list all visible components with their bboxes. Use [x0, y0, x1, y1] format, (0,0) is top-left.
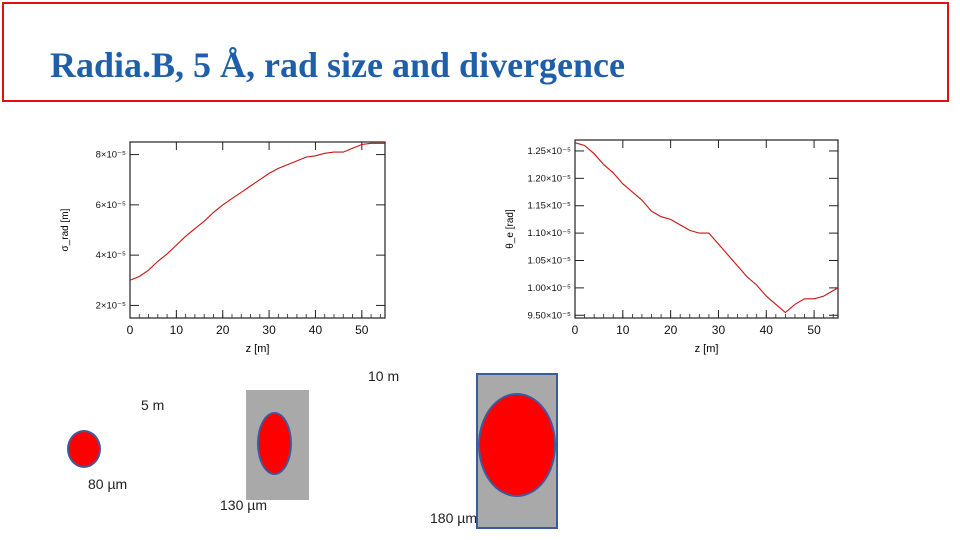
divergence-ytick-label: 1.00×10⁻⁵: [527, 283, 571, 294]
title-box: [2, 2, 949, 102]
label-80um: 80 µm: [88, 476, 128, 492]
divergence-ytick-label: 1.10×10⁻⁵: [527, 228, 571, 239]
divergence-ytick-label: 1.25×10⁻⁵: [527, 146, 571, 157]
rad-size-ytick-label: 2×10⁻⁵: [96, 300, 126, 311]
rad-size-ytick-label: 6×10⁻⁵: [96, 200, 126, 211]
rad-size-xtick-label: 50: [355, 323, 369, 337]
rad-size-xtick-label: 20: [216, 323, 230, 337]
box-180um: [476, 373, 558, 529]
label-5m: 5 m: [141, 397, 165, 413]
spot-80um: [67, 430, 101, 468]
divergence-ytick-label: 1.05×10⁻⁵: [527, 255, 571, 266]
divergence-chart: 0 10 20 30 40 50 9.50×10⁻⁵ 1.00×10⁻⁵ 1.05×10⁻⁵ 1.…: [505, 139, 839, 355]
divergence-ytick-label: 1.15×10⁻⁵: [527, 201, 571, 212]
rad-size-ytick-label: 8×10⁻⁵: [96, 150, 126, 161]
divergence-xtick-label: 50: [807, 323, 821, 337]
spot-130um: [257, 412, 292, 475]
divergence-ytick-label: 1.20×10⁻⁵: [527, 173, 571, 184]
label-130um: 130 µm: [220, 497, 267, 513]
divergence-xtick-label: 40: [760, 323, 774, 337]
rad-size-xtick-label: 40: [309, 323, 323, 337]
divergence-ticks: 0 10 20 30 40 50 9.50×10⁻⁵ 1.00×10⁻⁵ 1.05×10⁻⁵ 1.…: [527, 140, 838, 337]
rad-size-frame: [129, 141, 386, 319]
divergence-x-label: z [m]: [695, 343, 719, 355]
divergence-series-line: [574, 142, 839, 314]
rad-size-chart: 0 10 20 30 40 50 2×10⁻⁵ 4×10⁻⁵ 6×10⁻⁵ 8×10⁻⁵ z [m…: [60, 141, 386, 355]
divergence-xtick-label: 10: [616, 323, 630, 337]
rad-size-x-label: z [m]: [246, 343, 270, 355]
divergence-ytick-label: 9.50×10⁻⁵: [527, 310, 571, 321]
divergence-y-label: θ_e [rad]: [505, 209, 516, 249]
rad-size-xtick-label: 10: [170, 323, 184, 337]
divergence-xtick-label: 0: [572, 323, 579, 337]
spot-180um: [478, 393, 556, 497]
rad-size-ytick-label: 4×10⁻⁵: [96, 250, 126, 261]
rad-size-ticks: 0 10 20 30 40 50 2×10⁻⁵ 4×10⁻⁵ 6×10⁻⁵ 8×10⁻⁵: [96, 142, 385, 337]
rad-size-series-line: [129, 142, 385, 281]
rad-size-axes: [129, 141, 386, 319]
rad-size-y-label: σ_rad [m]: [60, 208, 71, 251]
divergence-frame: [574, 139, 839, 319]
label-180um: 180 µm: [430, 510, 477, 526]
rad-size-xtick-label: 30: [262, 323, 276, 337]
rad-size-xtick-label: 0: [127, 323, 134, 337]
slide-title: Radia.B, 5 Å, rad size and divergence: [50, 45, 625, 85]
label-10m: 10 m: [368, 368, 400, 384]
divergence-xtick-label: 20: [664, 323, 678, 337]
box-130um: [246, 390, 309, 500]
divergence-xtick-label: 30: [712, 323, 726, 337]
divergence-axes: [574, 139, 839, 319]
